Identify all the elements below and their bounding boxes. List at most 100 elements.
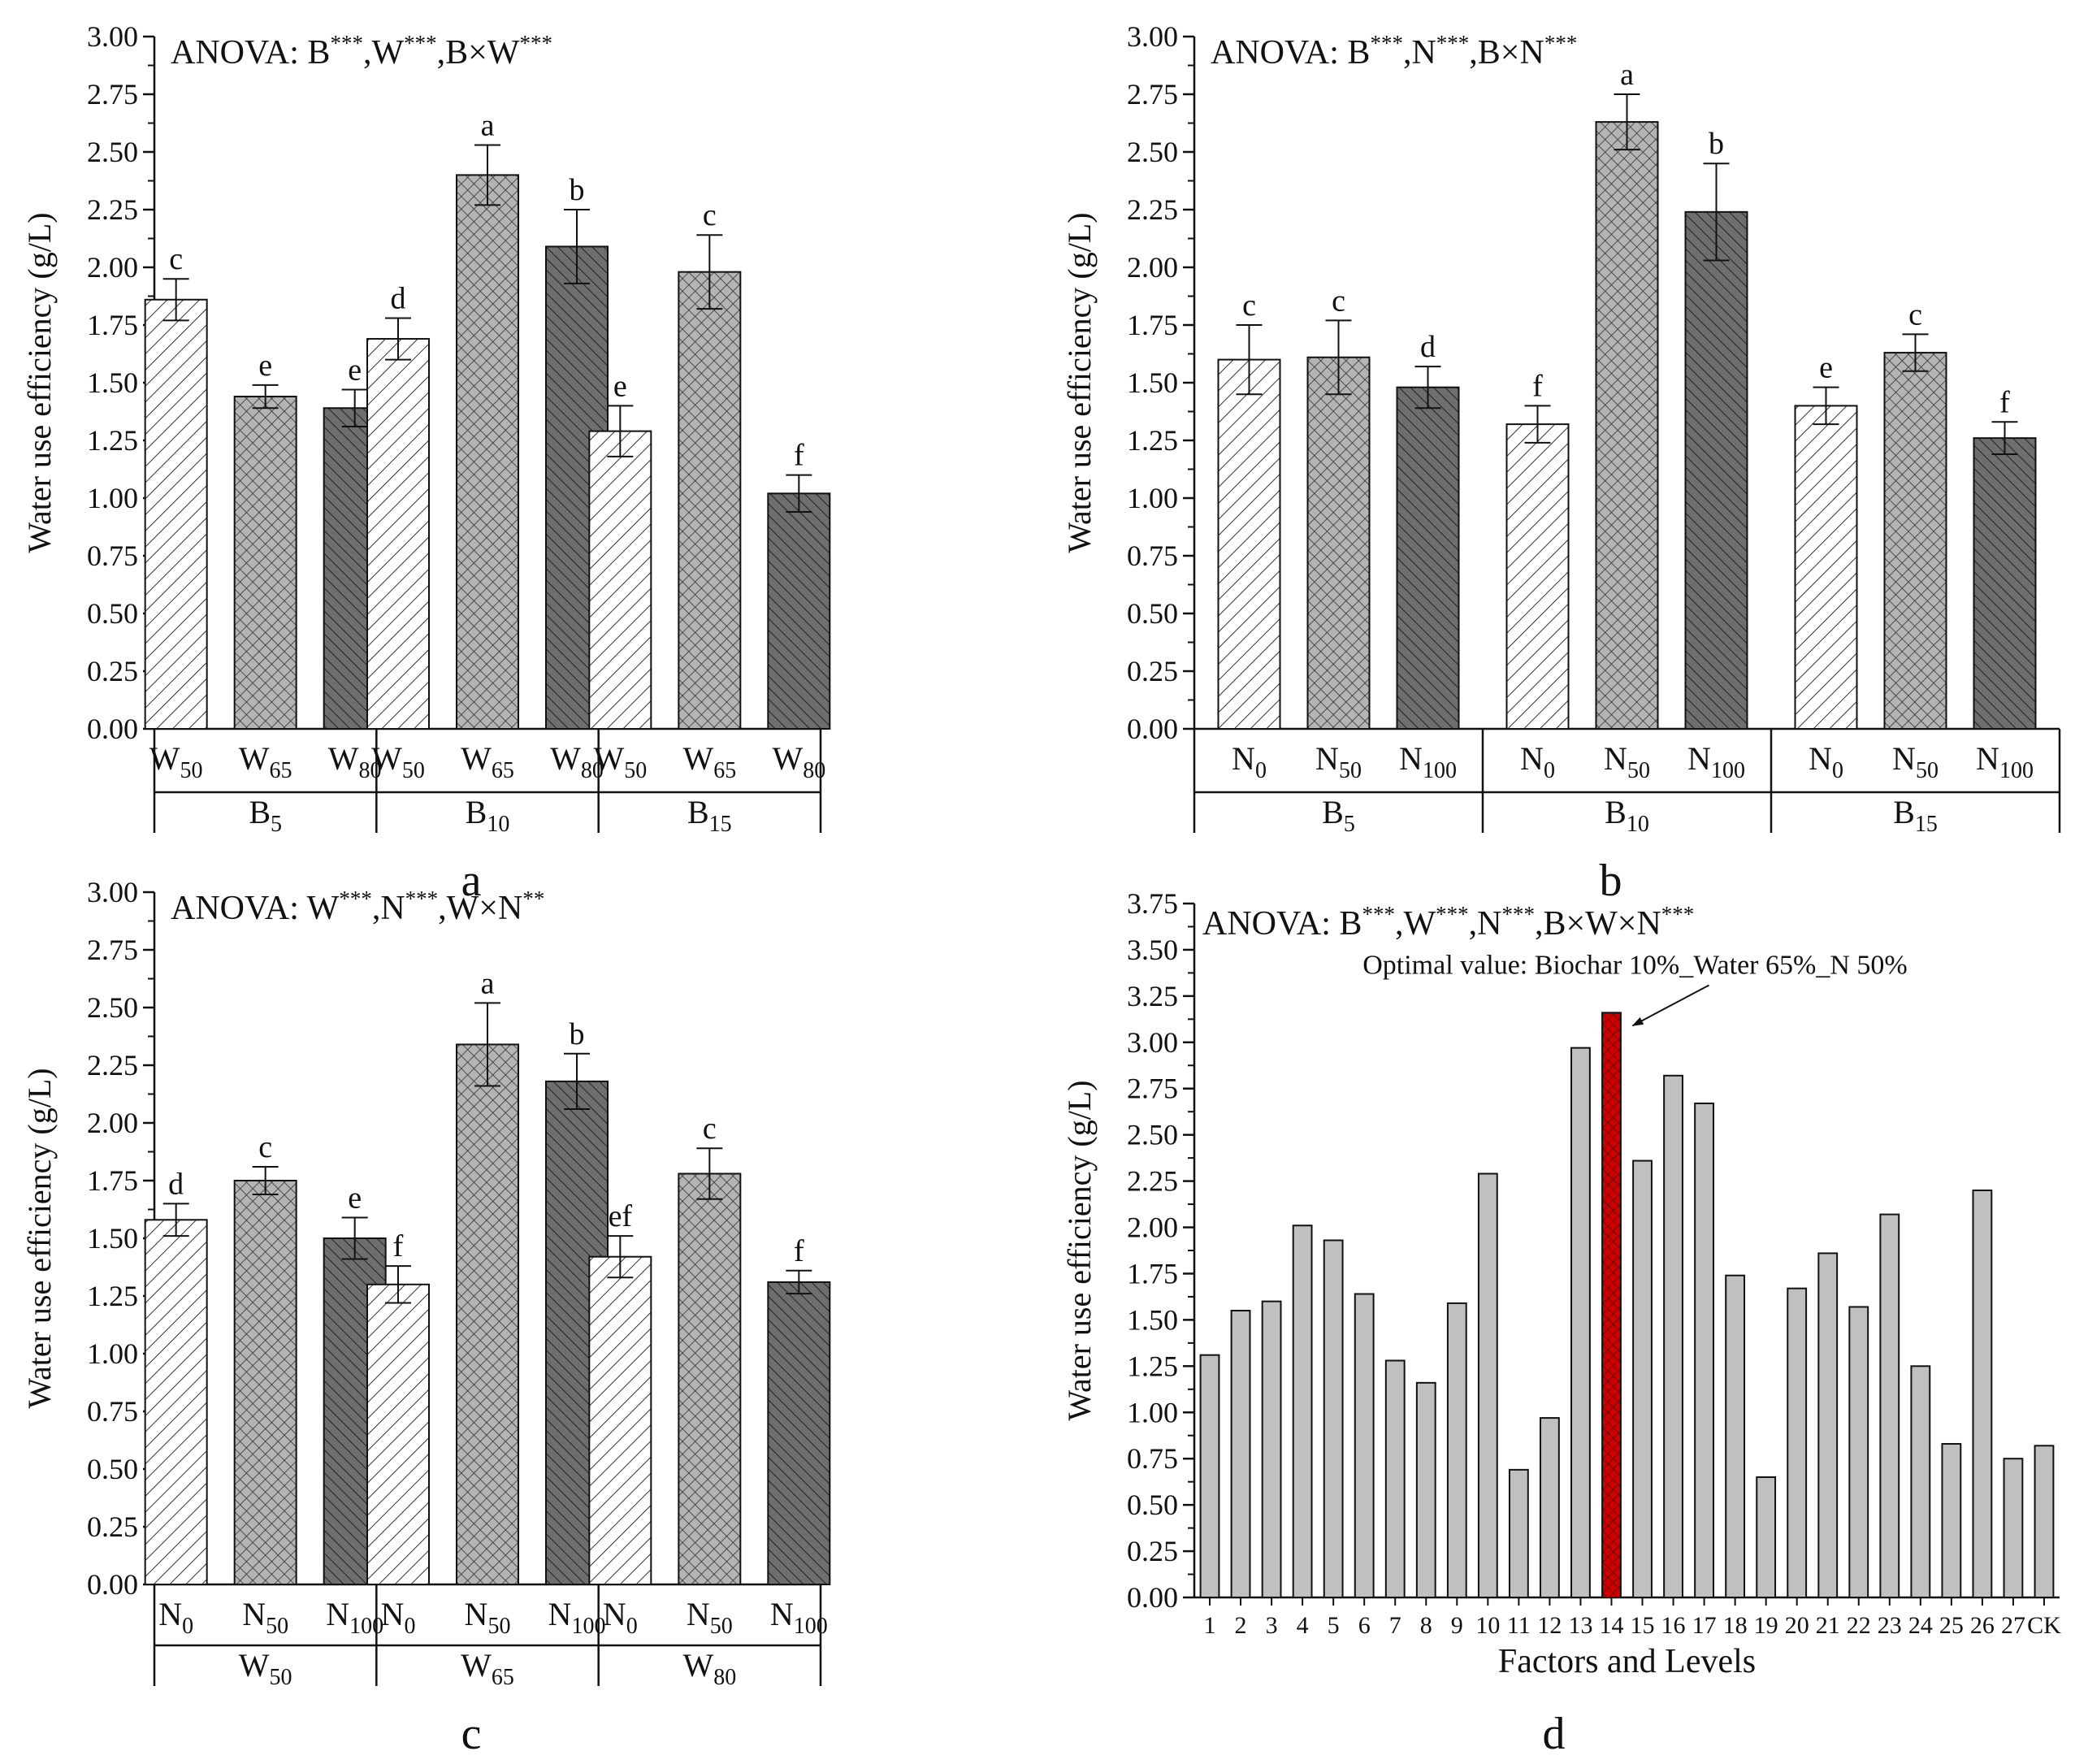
bar <box>1570 1047 1591 1598</box>
group-label: B15 <box>1893 794 1938 837</box>
y-tick-label: 3.50 <box>1127 934 1178 966</box>
bar <box>2003 1458 2024 1598</box>
x-tick-label: 21 <box>1816 1612 1840 1639</box>
y-tick-label: 0.25 <box>87 1510 138 1543</box>
anova-annotation: ANOVA: B***,N***,B×N*** <box>1211 31 1577 72</box>
x-tick-label: 2 <box>1235 1612 1247 1639</box>
bar <box>1306 356 1371 730</box>
x-tick-label: N100 <box>1976 740 2034 783</box>
group-label: B5 <box>1322 794 1355 837</box>
bar <box>144 1219 208 1586</box>
y-tick-label: 2.75 <box>1127 78 1178 111</box>
x-tick-label: 20 <box>1785 1612 1809 1639</box>
y-tick-label: 0.00 <box>1127 713 1178 745</box>
y-tick-label: 0.00 <box>1127 1581 1178 1614</box>
anova-term: W <box>1403 905 1436 943</box>
significance-letter: f <box>1532 369 1543 403</box>
y-tick-label: 3.00 <box>1127 20 1178 53</box>
bar <box>1261 1300 1282 1599</box>
x-tick-label: 15 <box>1631 1612 1655 1639</box>
bar <box>1508 1468 1529 1599</box>
bar <box>1684 210 1748 730</box>
y-tick-label: 0.50 <box>1127 597 1178 630</box>
anova-significance: *** <box>1436 902 1469 926</box>
y-tick-label: 1.75 <box>87 1164 138 1197</box>
significance-letter: a <box>481 108 495 142</box>
bar <box>1756 1476 1777 1599</box>
y-tick-label: 1.50 <box>1127 1303 1178 1336</box>
bar <box>1354 1293 1375 1598</box>
x-tick-label: 10 <box>1475 1612 1500 1639</box>
bar <box>1694 1102 1714 1598</box>
y-tick-label: 0.25 <box>87 655 138 687</box>
x-tick-label: N0 <box>158 1596 193 1639</box>
bar <box>1446 1302 1467 1599</box>
y-tick-label: 1.50 <box>87 1222 138 1255</box>
anova-term: N <box>1477 905 1501 943</box>
bar <box>678 271 742 730</box>
y-tick-label: 1.50 <box>87 366 138 399</box>
x-tick-label: 1 <box>1204 1612 1216 1639</box>
significance-letter: e <box>1819 351 1833 385</box>
anova-significance: ** <box>522 886 544 911</box>
x-tick-label: N0 <box>381 1596 416 1639</box>
bar <box>1396 386 1460 730</box>
y-tick-label: 2.25 <box>87 193 138 226</box>
anova-significance: *** <box>404 31 437 55</box>
anova-significance: *** <box>1362 902 1395 926</box>
y-tick-label: 2.50 <box>1127 136 1178 168</box>
x-tick-label: 23 <box>1878 1612 1902 1639</box>
y-tick-label: 2.25 <box>1127 1165 1178 1198</box>
x-tick-label: 6 <box>1358 1612 1371 1639</box>
significance-letter: d <box>168 1167 184 1201</box>
y-tick-label: 0.00 <box>87 1568 138 1601</box>
significance-letter: c <box>169 242 183 276</box>
bar <box>678 1172 742 1585</box>
x-tick-label: N50 <box>1604 740 1650 783</box>
bar <box>1505 423 1570 730</box>
bar <box>1910 1365 1931 1599</box>
x-tick-label: W50 <box>149 740 203 783</box>
significance-letter: e <box>348 1181 362 1215</box>
bar <box>1941 1442 1962 1598</box>
y-axis-label: Water use efficiency (g/L) <box>1061 1080 1098 1420</box>
x-tick-label: 16 <box>1661 1612 1686 1639</box>
bar <box>1632 1159 1653 1598</box>
panel-label: c <box>461 1709 482 1759</box>
significance-letter: e <box>348 353 362 388</box>
x-tick-label: 13 <box>1568 1612 1592 1639</box>
group-label: B10 <box>1605 794 1649 837</box>
y-tick-label: 3.00 <box>87 20 138 53</box>
y-tick-label: 2.25 <box>87 1049 138 1081</box>
y-tick-label: 0.50 <box>87 1453 138 1485</box>
x-tick-label: W80 <box>772 740 825 783</box>
group-label: B5 <box>249 794 282 837</box>
y-tick-label: 0.75 <box>87 540 138 572</box>
y-tick-label: 0.75 <box>87 1395 138 1428</box>
bar <box>144 298 208 730</box>
anova-significance: *** <box>519 31 552 55</box>
group-label: B10 <box>466 794 510 837</box>
x-tick-label: 19 <box>1754 1612 1778 1639</box>
x-tick-label: W80 <box>550 740 604 783</box>
x-tick-label: 8 <box>1420 1612 1432 1639</box>
x-tick-label: 22 <box>1847 1612 1871 1639</box>
bar <box>233 1180 297 1585</box>
bar <box>1972 1189 1993 1599</box>
x-tick-label: 14 <box>1599 1612 1623 1639</box>
bar <box>1848 1306 1869 1598</box>
y-tick-label: 0.75 <box>1127 540 1178 572</box>
bar <box>1477 1172 1498 1599</box>
significance-letter: b <box>570 1017 585 1051</box>
x-tick-label: 7 <box>1389 1612 1401 1639</box>
x-tick-label: N0 <box>603 1596 638 1639</box>
y-tick-label: 2.50 <box>1127 1119 1178 1151</box>
anova-term: B <box>307 34 330 72</box>
bar-highlight <box>1601 1012 1622 1598</box>
bar <box>1323 1239 1344 1598</box>
significance-letter: c <box>1908 297 1922 332</box>
y-tick-label: 2.50 <box>87 136 138 168</box>
bar <box>1725 1274 1746 1599</box>
y-axis-label: Water use efficiency (g/L) <box>21 1068 58 1408</box>
y-tick-label: 2.00 <box>87 1107 138 1139</box>
